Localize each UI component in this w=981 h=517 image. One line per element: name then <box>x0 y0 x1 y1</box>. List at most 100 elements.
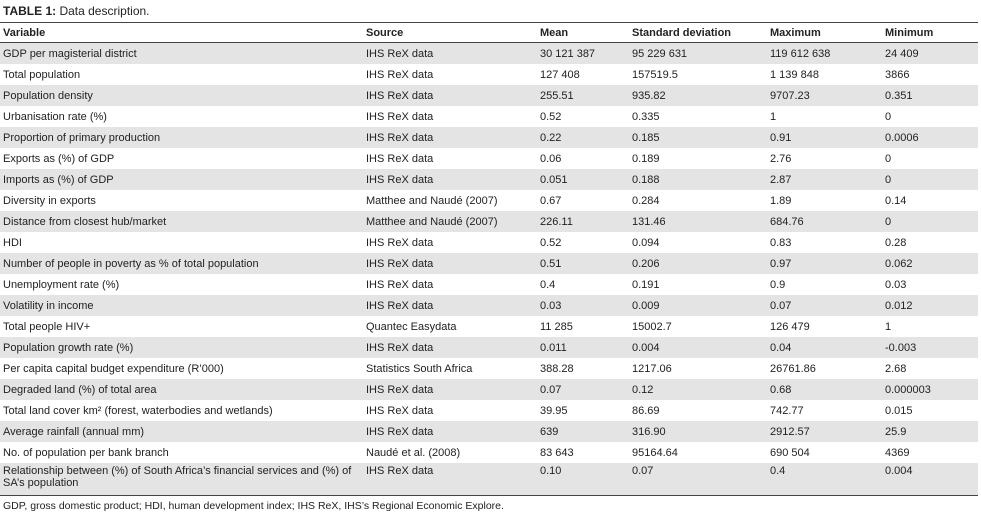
table-caption: Data description. <box>59 4 150 18</box>
table-cell: 0.191 <box>632 278 660 291</box>
table-cell: 0 <box>885 152 892 165</box>
table-cell: 0.07 <box>629 463 767 496</box>
table-cell: 0.0006 <box>882 127 978 148</box>
header-row: Variable Source Mean Standard deviation Maxi… <box>0 22 978 43</box>
table-row: Urbanisation rate (%) IHS ReX data 0.52 0.3… <box>0 106 978 127</box>
table-cell: 86.69 <box>632 404 660 417</box>
table-cell: 684.76 <box>767 211 882 232</box>
table-cell: 25.9 <box>882 421 978 442</box>
table-cell: 0.07 <box>767 295 882 316</box>
table-cell: 0.206 <box>629 253 767 274</box>
table-row: Population growth rate (%) IHS ReX data 0.… <box>0 337 978 358</box>
table-cell: 0.14 <box>885 194 907 207</box>
table-cell: Relationship between (%) of South Africa… <box>0 463 363 496</box>
table-row: HDI IHS ReX data 0.52 0.094 0.83 0.28 <box>0 232 978 253</box>
table-cell: 1 139 848 <box>770 68 819 81</box>
table-cell: 0.83 <box>770 236 792 249</box>
table-row: Unemployment rate (%) IHS ReX data 0.4 0.19… <box>0 274 978 295</box>
table-cell: 226.11 <box>537 211 629 232</box>
table-cell: IHS ReX data <box>366 404 434 417</box>
table-cell: Quantec Easydata <box>366 320 457 333</box>
table-cell: 24 409 <box>882 42 978 64</box>
table-cell: IHS ReX data <box>363 295 537 316</box>
table-cell: 0.015 <box>885 404 913 417</box>
table-cell: 0.009 <box>629 295 767 316</box>
table-cell: GDP per magisterial district <box>0 42 363 64</box>
table-row: Relationship between (%) of South Africa… <box>0 463 978 496</box>
table-cell: 0.97 <box>767 253 882 274</box>
header-cell: Standard deviation <box>629 22 767 43</box>
table-cell: 0.03 <box>537 295 629 316</box>
table-cell: 2.87 <box>767 169 882 190</box>
table-row: Volatility in income IHS ReX data 0.03 0.00… <box>0 295 978 316</box>
footnote: GDP, gross domestic product; HDI, human … <box>3 500 504 512</box>
header-cell: Variable <box>0 22 363 43</box>
table-cell: Degraded land (%) of total area <box>0 379 363 400</box>
table-cell: IHS ReX data <box>363 127 537 148</box>
table-row: Total population IHS ReX data 127 408 15751… <box>0 64 978 85</box>
table-row: Population density IHS ReX data 255.51 935.… <box>0 85 978 106</box>
table-cell: 2912.57 <box>767 421 882 442</box>
table-cell: 742.77 <box>770 404 804 417</box>
table-cell: 935.82 <box>629 85 767 106</box>
table-cell: -0.003 <box>882 337 978 358</box>
table-row: Per capita capital budget expenditure (R… <box>0 358 978 379</box>
table-cell: Average rainfall (annual mm) <box>0 421 363 442</box>
table-cell: 0.051 <box>537 169 629 190</box>
table-cell: 26761.86 <box>770 362 816 375</box>
table-cell: 639 <box>537 421 629 442</box>
table-row: Imports as (%) of GDP IHS ReX data 0.051 0.… <box>0 169 978 190</box>
table-cell: 0.351 <box>882 85 978 106</box>
table-cell: 0.52 <box>540 110 562 123</box>
table-cell: No. of population per bank branch <box>3 446 169 459</box>
table-cell: 1.89 <box>770 194 792 207</box>
table-cell: 0.284 <box>632 194 660 207</box>
table-cell: IHS ReX data <box>366 152 434 165</box>
table-cell: Total people HIV+ <box>3 320 91 333</box>
table-cell: Per capita capital budget expenditure (R… <box>3 362 224 375</box>
table-cell: Population density <box>0 85 363 106</box>
table-cell: Imports as (%) of GDP <box>0 169 363 190</box>
table-cell: IHS ReX data <box>363 421 537 442</box>
table-cell: 95 229 631 <box>629 42 767 64</box>
table-cell: 0.9 <box>770 278 786 291</box>
table-cell: 0.06 <box>540 152 562 165</box>
table-cell: 3866 <box>885 68 910 81</box>
table-cell: Volatility in income <box>0 295 363 316</box>
table-cell: 255.51 <box>537 85 629 106</box>
table-cell: 39.95 <box>540 404 568 417</box>
table-cell: IHS ReX data <box>366 110 434 123</box>
table-row: Exports as (%) of GDP IHS ReX data 0.06 0.1… <box>0 148 978 169</box>
table-cell: Unemployment rate (%) <box>3 278 120 291</box>
table-cell: 0.185 <box>629 127 767 148</box>
table-cell: 0.094 <box>632 236 660 249</box>
table-cell: Diversity in exports <box>3 194 96 207</box>
table-cell: Matthee and Naudé (2007) <box>366 194 498 207</box>
table-cell: 0.68 <box>767 379 882 400</box>
table-cell: IHS ReX data <box>363 42 537 64</box>
table-cell: Exports as (%) of GDP <box>3 152 115 165</box>
table-cell: IHS ReX data <box>366 68 434 81</box>
table-row: Distance from closest hub/market Matthee … <box>0 211 978 232</box>
table-cell: 119 612 638 <box>767 42 882 64</box>
table-cell: 0.4 <box>540 278 556 291</box>
table-cell: 30 121 387 <box>537 42 629 64</box>
table-cell: 0.91 <box>767 127 882 148</box>
table-row: Proportion of primary production IHS ReX … <box>0 127 978 148</box>
table-cell: 1 <box>885 320 892 333</box>
table-cell: 1 <box>770 110 777 123</box>
table-title: TABLE 1: Data description. <box>3 4 150 18</box>
table-cell: 2.68 <box>885 362 907 375</box>
table-label: TABLE 1: <box>3 4 57 18</box>
table-cell: 0.004 <box>882 463 978 496</box>
header-cell: Source <box>363 22 537 43</box>
table-cell: 0.22 <box>537 127 629 148</box>
table-row: Degraded land (%) of total area IHS ReX d… <box>0 379 978 400</box>
table-cell: Urbanisation rate (%) <box>3 110 107 123</box>
table-cell: 1217.06 <box>632 362 672 375</box>
table-cell: 0.004 <box>629 337 767 358</box>
table-cell: Number of people in poverty as % of tota… <box>0 253 363 274</box>
table-cell: 2.76 <box>770 152 792 165</box>
table-cell: 0.335 <box>632 110 660 123</box>
table-cell: Population growth rate (%) <box>0 337 363 358</box>
